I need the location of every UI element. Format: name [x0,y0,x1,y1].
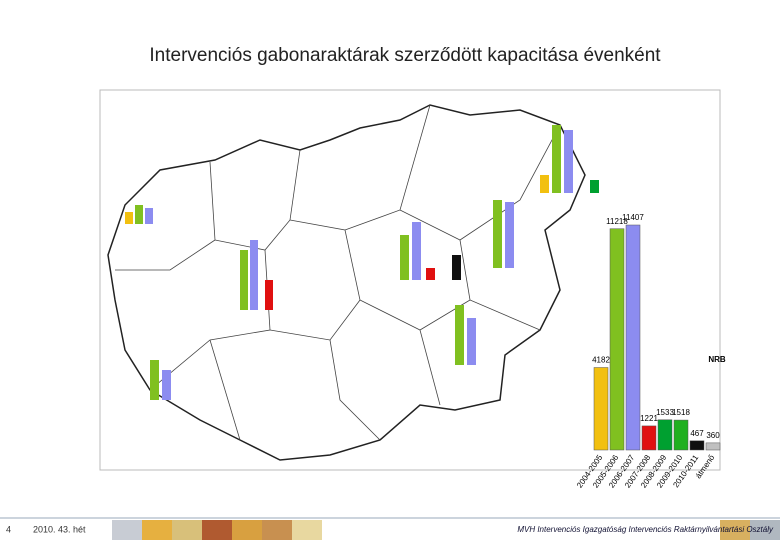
slide-title: Intervenciós gabonaraktárak szerződött k… [149,45,661,66]
country-outline [107,104,586,461]
bar [657,419,673,451]
value-label: 11218 [606,217,628,226]
page-number: 4 [6,524,11,534]
mini-charts [125,125,599,400]
value-label: 11407 [622,213,644,222]
value-label: 1533 [656,408,674,417]
value-label: 1518 [672,408,690,417]
bar [609,228,625,451]
footer-org: MVH Intervenciós Igazgatóság Intervenció… [517,525,774,534]
value-label: 360 [706,431,720,440]
bar [673,419,689,451]
grain-strip [112,520,780,540]
bar [593,367,609,451]
annotation: NRB [708,355,726,364]
value-label: 4182 [592,356,610,365]
bar [625,224,641,451]
value-label: 467 [690,429,704,438]
bar [641,425,657,451]
footer-date: 2010. 43. hét [33,524,86,534]
bar [705,442,721,451]
value-label: 1221 [640,414,658,423]
county-borders [115,104,561,441]
bar [689,440,705,451]
